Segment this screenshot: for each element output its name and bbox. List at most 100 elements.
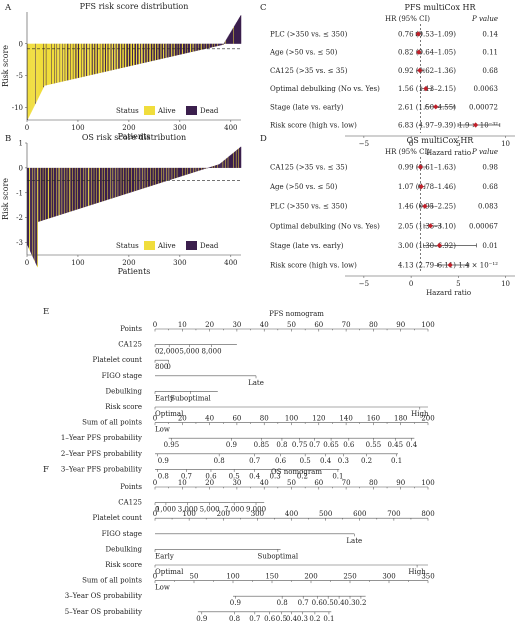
hr-text: 1.07 (0.78–1.46) — [398, 183, 456, 191]
row-label: 5–Year OS probability — [65, 608, 142, 616]
x-tick-label: −5 — [359, 140, 369, 148]
scale-tick-label: 60 — [314, 479, 323, 487]
x-tick-label: 300 — [173, 259, 186, 267]
panel-label-c: C — [260, 3, 267, 13]
scale-tick-label: 100 — [182, 510, 195, 518]
p-value: 0.68 — [482, 183, 498, 191]
chart-title: PFS risk score distribution — [80, 2, 189, 11]
scale-tick-label: 140 — [339, 415, 352, 423]
scale-tick-label: 120 — [312, 415, 325, 423]
p-value: 0.98 — [482, 164, 498, 172]
p-value: 0.68 — [482, 67, 498, 75]
y-axis-label: Risk score — [1, 178, 10, 220]
axis-label: 0.6 — [343, 441, 355, 449]
x-tick-label: 0 — [25, 124, 29, 132]
x-tick-label: 100 — [71, 124, 84, 132]
hr-text: 4.13 (2.79–6.11) — [398, 262, 456, 270]
scale-tick-label: 50 — [190, 573, 199, 581]
scale-tick-label: 0 — [153, 321, 157, 329]
scale-tick-label: 0 — [153, 415, 157, 423]
panel-label-f: F — [43, 465, 49, 475]
legend-label-dead: Dead — [200, 107, 219, 115]
scale-tick-label: 70 — [342, 479, 351, 487]
x-tick-label: 10 — [501, 140, 510, 148]
hr-text: 2.61 (1.50–4.55) — [398, 103, 456, 111]
legend-title: Status — [116, 107, 139, 115]
legend-swatch-dead — [186, 106, 197, 115]
scale-tick-label: 20 — [205, 321, 214, 329]
scale-tick-label: 400 — [285, 510, 298, 518]
axis-label: 0.4 — [286, 615, 298, 623]
row-label: Platelet count — [93, 356, 143, 364]
hr-column-header: HR (95% CI) — [385, 148, 430, 156]
axis-label: 5,000 — [179, 348, 199, 356]
distribution-bar — [240, 15, 241, 44]
y-tick-label: -1 — [16, 189, 23, 197]
hr-column-header: HR (95% CI) — [385, 15, 430, 23]
scale-tick-label: 180 — [394, 415, 407, 423]
hr-text: 1.46 (0.95–2.25) — [398, 203, 456, 211]
axis-label: 0.4 — [406, 441, 418, 449]
y-tick-label: 1 — [19, 140, 23, 148]
row-label: Points — [120, 483, 142, 491]
scale-tick-label: 40 — [260, 321, 269, 329]
distribution-bar — [240, 147, 241, 168]
axis-label: 0.7 — [249, 457, 260, 465]
axis-label: 0.9 — [158, 457, 169, 465]
scale-tick-label: 30 — [232, 479, 241, 487]
axis-label: 0.9 — [230, 599, 241, 607]
axis-label: 0.3 — [338, 457, 349, 465]
panel-label-b: B — [5, 134, 11, 144]
row-label: FIGO stage — [102, 530, 142, 538]
y-tick-label: -10 — [12, 104, 23, 112]
scale-tick-label: 80 — [260, 415, 269, 423]
x-tick-label: 0 — [409, 280, 413, 288]
axis-label: 8,000 — [201, 348, 221, 356]
axis-label: 0.55 — [366, 441, 382, 449]
covariate-label: Stage (late vs. early) — [270, 103, 344, 111]
y-axis-label: Risk score — [1, 45, 10, 87]
scale-tick-label: 100 — [421, 479, 434, 487]
row-label: Platelet count — [93, 514, 143, 522]
legend-swatch-alive — [144, 241, 155, 250]
axis-label: 0.8 — [158, 472, 169, 480]
hr-text: 3.00 (1.30–6.92) — [398, 242, 456, 250]
y-tick-label: -2 — [16, 214, 23, 222]
scale-tick-label: 0 — [153, 573, 157, 581]
p-column-header: P value — [471, 148, 498, 156]
axis-label: 0.7 — [309, 441, 320, 449]
p-value: 0.14 — [482, 31, 498, 39]
scale-tick-label: 80 — [369, 479, 378, 487]
scale-tick-label: 200 — [217, 510, 230, 518]
axis-label: Suboptimal — [170, 394, 211, 402]
axis-label: 0.1 — [391, 457, 402, 465]
scale-tick-label: 500 — [319, 510, 332, 518]
scale-tick-label: 200 — [421, 415, 434, 423]
axis-label: 0.45 — [387, 441, 403, 449]
hr-text: 0.76 (0.53–1.09) — [398, 31, 456, 39]
axis-label: 0.9 — [196, 615, 207, 623]
legend-swatch-alive — [144, 106, 155, 115]
scale-tick-label: 10 — [178, 321, 187, 329]
scale-tick-label: 700 — [387, 510, 400, 518]
axis-label: Late — [346, 537, 362, 545]
scale-tick-label: 50 — [287, 479, 296, 487]
axis-label: 0.4 — [320, 457, 332, 465]
axis-label: Early — [155, 552, 174, 560]
covariate-label: Risk score (high vs. low) — [270, 262, 357, 270]
p-value: 1.9 × 10⁻³² — [458, 122, 498, 130]
axis-label: 0.8 — [229, 615, 240, 623]
scale-tick-label: 150 — [265, 573, 278, 581]
row-label: Debulking — [106, 545, 143, 553]
scale-tick-label: 10 — [178, 479, 187, 487]
row-label: CA125 — [118, 341, 142, 349]
axis-label: 0.1 — [323, 615, 334, 623]
row-label: 1–Year PFS probability — [61, 434, 142, 442]
axis-label: 0.75 — [292, 441, 308, 449]
axis-label: 0.4 — [334, 599, 346, 607]
chart-title: PFS multiCox HR — [404, 3, 476, 12]
scale-tick-label: 30 — [232, 321, 241, 329]
axis-label: 0.2 — [309, 615, 320, 623]
